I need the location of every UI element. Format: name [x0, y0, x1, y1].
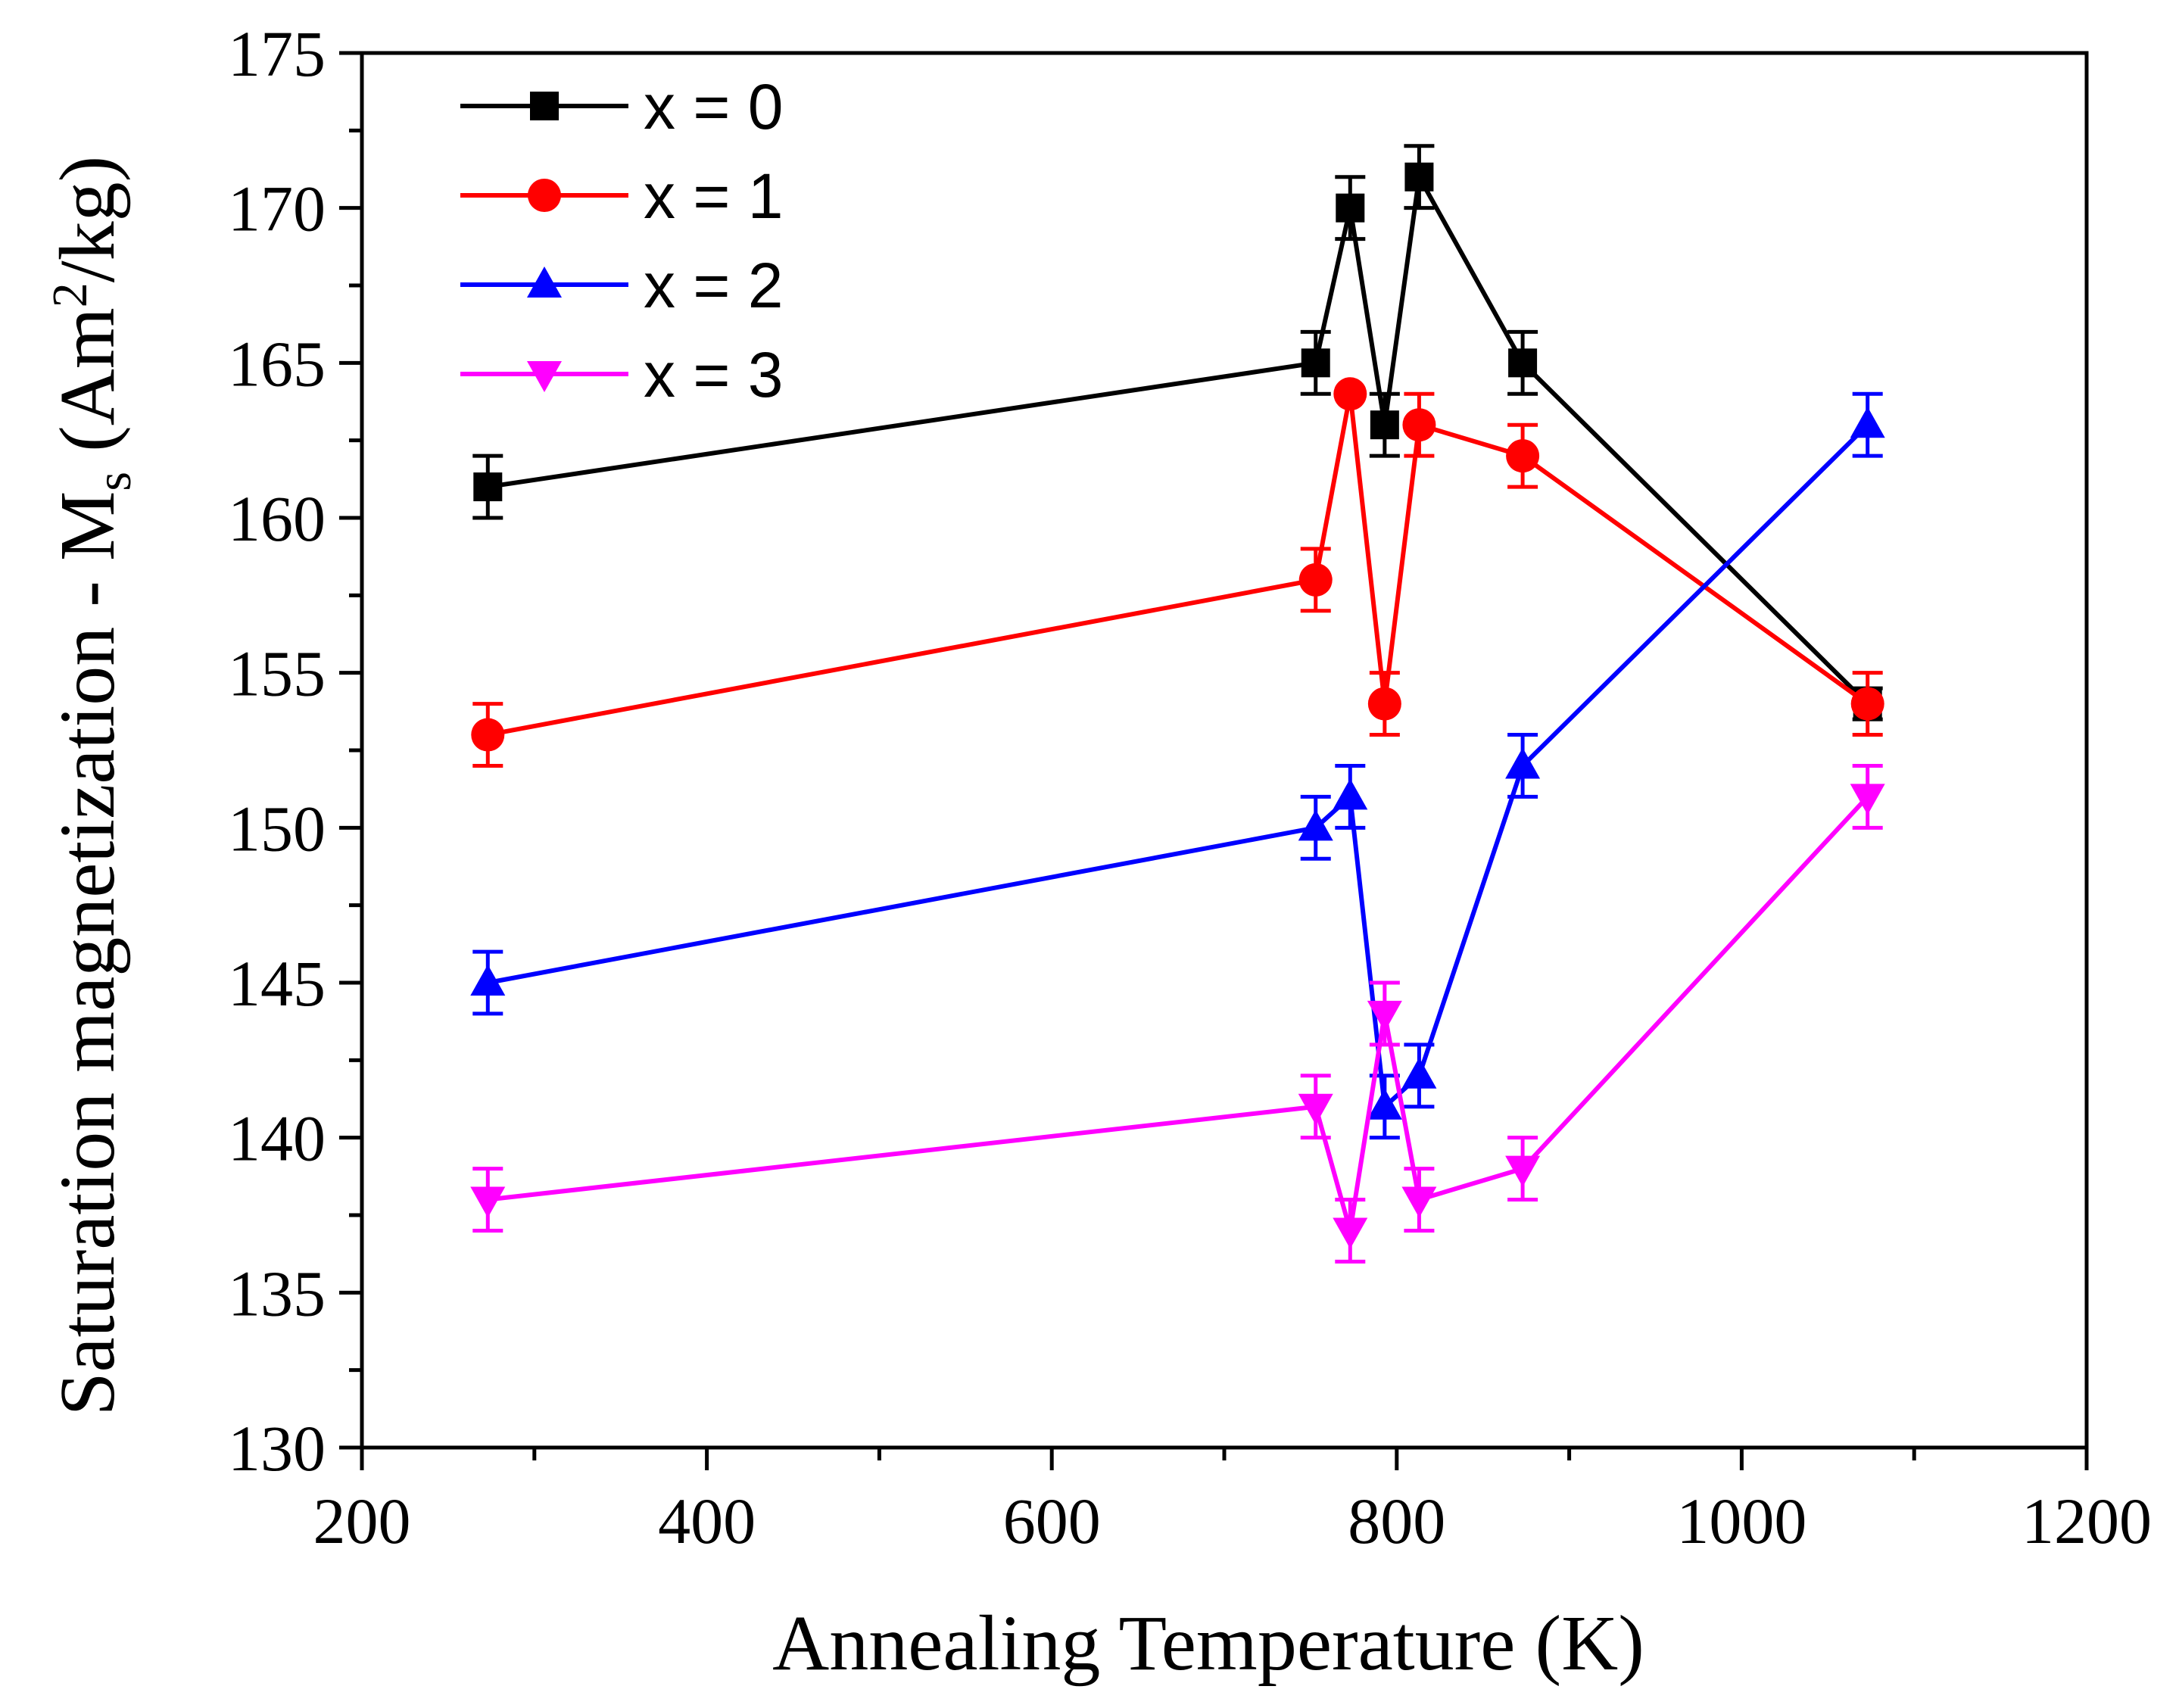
data-point — [1505, 1155, 1541, 1187]
data-point — [1336, 193, 1365, 223]
legend-label: x = 2 — [644, 250, 783, 321]
legend-marker — [527, 266, 562, 298]
y-tick-label: 140 — [228, 1102, 326, 1175]
y-axis-title-superscript: 2 — [42, 282, 98, 307]
y-tick-label: 160 — [228, 482, 326, 555]
series-2 — [470, 391, 1885, 1140]
data-point — [1298, 809, 1333, 841]
data-point — [1370, 410, 1399, 440]
y-tick-label: 135 — [228, 1257, 326, 1329]
x-tick-label: 1000 — [1676, 1485, 1806, 1557]
legend-marker — [527, 361, 562, 392]
data-point — [1850, 784, 1885, 815]
legend-marker — [530, 92, 559, 120]
data-point — [1301, 348, 1330, 378]
data-point — [473, 472, 503, 502]
series-0 — [472, 144, 1883, 722]
data-point — [1508, 348, 1538, 378]
data-point — [1367, 687, 1401, 721]
data-point — [1401, 1186, 1437, 1218]
data-point — [471, 718, 505, 752]
data-point — [1367, 1088, 1402, 1120]
data-point — [1333, 778, 1368, 810]
data-point — [1298, 1093, 1333, 1125]
data-point — [1505, 747, 1541, 779]
legend-marker — [528, 179, 561, 212]
plot-frame — [360, 51, 2089, 1450]
data-point — [470, 965, 506, 996]
y-tick-label: 170 — [228, 173, 326, 245]
y-axis-title: Saturation magnetization - Ms (Am2/kg) — [42, 156, 142, 1417]
series-1 — [471, 377, 1884, 768]
series-line — [487, 795, 1869, 1233]
x-tick-label: 600 — [1003, 1485, 1101, 1557]
y-axis-title-unit-end: /kg) — [44, 156, 131, 283]
x-tick-label: 400 — [658, 1485, 756, 1557]
tick-layer: 200 400 600 800 1000 1200 130 135 140 145 150 155 16… — [228, 17, 2152, 1557]
x-tick-label: 1200 — [2022, 1485, 2152, 1557]
y-axis-title-unit: (Am — [44, 307, 131, 472]
legend-item: x = 3 — [460, 339, 783, 410]
series-line — [487, 391, 1869, 737]
legend-label: x = 3 — [644, 339, 783, 410]
y-axis-title-main: Saturation magnetization - M — [44, 491, 131, 1417]
data-point — [1333, 1217, 1368, 1249]
data-point — [1298, 563, 1333, 597]
y-tick-label: 150 — [228, 792, 326, 865]
legend-item: x = 0 — [460, 71, 783, 142]
data-point — [1506, 439, 1540, 473]
x-tick-label: 200 — [313, 1485, 411, 1557]
x-tick-label: 800 — [1348, 1485, 1445, 1557]
data-point — [1401, 1057, 1437, 1089]
data-point — [1402, 408, 1436, 442]
series-3 — [470, 763, 1885, 1264]
data-point — [470, 1186, 506, 1218]
data-point — [1333, 377, 1367, 411]
series-layer — [470, 144, 1885, 1264]
y-tick-label: 165 — [228, 327, 326, 400]
y-tick-label: 175 — [228, 17, 326, 90]
series-line — [487, 423, 1869, 1109]
data-point — [1404, 162, 1434, 192]
y-tick-label: 145 — [228, 947, 326, 1020]
legend-item: x = 2 — [460, 250, 783, 321]
y-axis-title-subscript: s — [86, 472, 142, 491]
y-tick-label: 155 — [228, 637, 326, 710]
x-axis-title: Annealing Temperature (K) — [772, 1600, 1644, 1687]
data-point — [1367, 1000, 1402, 1032]
legend-label: x = 0 — [644, 71, 783, 142]
y-tick-label: 130 — [228, 1412, 326, 1485]
legend-label: x = 1 — [644, 161, 783, 232]
legend-item: x = 1 — [460, 161, 783, 232]
legend: x = 0 x = 1 x = 2 x = 3 — [460, 71, 783, 410]
data-point — [1850, 687, 1884, 721]
data-point — [1850, 407, 1885, 438]
